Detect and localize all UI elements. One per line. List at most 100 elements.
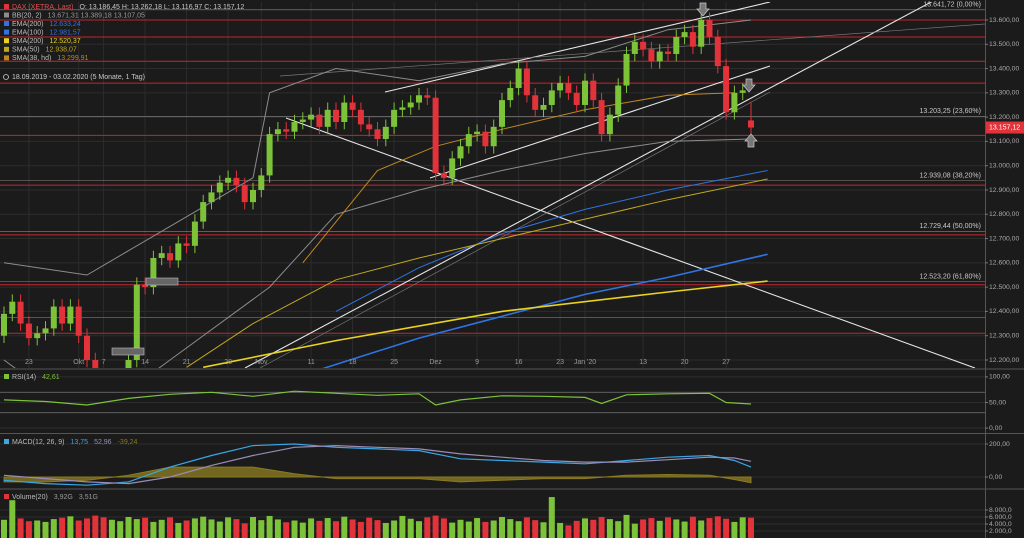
volume-bar [665, 517, 671, 538]
legend-text: 12.633,24 [50, 21, 81, 28]
volume-bar [67, 516, 74, 538]
candle-body [324, 109, 331, 127]
candle-body [250, 189, 256, 203]
y-tick-label: 13.500,00 [989, 41, 1019, 48]
y-tick-label: 8.000,0 [989, 507, 1012, 514]
legend-text: BB(20, 2) [12, 12, 42, 19]
y-tick-label: 13.000,00 [989, 162, 1019, 169]
candle-body [150, 257, 157, 288]
candle-body [291, 121, 298, 132]
x-tick-label: 16 [515, 359, 523, 366]
x-tick-label: 21 [183, 359, 191, 366]
volume-bar [341, 516, 348, 538]
candle-body [225, 177, 232, 183]
candle-body [731, 92, 738, 113]
volume-bar [250, 516, 256, 538]
volume-bar [424, 517, 431, 538]
candle-body [241, 185, 248, 203]
legend-swatch [4, 38, 9, 44]
y-tick-label: 12.600,00 [989, 260, 1019, 267]
x-tick-label: 18 [349, 359, 357, 366]
volume-bar [748, 517, 754, 538]
legend-text: EMA(100) [12, 29, 44, 36]
volume-bar [673, 519, 680, 538]
legend-text: 3,51G [79, 494, 98, 501]
volume-bar [142, 517, 149, 538]
volume-bar [623, 514, 630, 538]
volume-bar [440, 518, 447, 538]
volume-bar [681, 521, 688, 538]
volume-bar [34, 520, 41, 538]
volume-bar [407, 518, 414, 538]
x-tick-label: 23 [25, 359, 33, 366]
legend-text: SMA(200) [12, 38, 44, 45]
volume-bar [416, 521, 422, 538]
candle-body [739, 90, 746, 93]
volume-bar [1, 519, 7, 538]
candle-body [366, 124, 373, 130]
candle-body [357, 109, 364, 125]
candle-body [1, 313, 7, 336]
volume-bar [299, 522, 306, 538]
fib-label: 12.523,20 (61,80%) [920, 273, 982, 280]
candle-body [465, 134, 472, 147]
candle-body [25, 323, 32, 339]
candle-body [582, 80, 588, 105]
rsi-line [3, 390, 752, 406]
volume-bar [108, 519, 115, 538]
series-line [3, 443, 752, 486]
candle-body [515, 68, 522, 88]
y-tick-label: 2.000,0 [989, 528, 1012, 535]
volume-bar [366, 517, 373, 538]
candle-body [714, 36, 721, 67]
volume-bar [258, 520, 265, 538]
volume-bar [117, 521, 124, 538]
volume-bar [158, 519, 165, 538]
candle-body [142, 284, 149, 288]
legend-text: 13.299,91 [57, 55, 88, 62]
volume-bar [266, 515, 273, 538]
legend-swatch [4, 55, 9, 61]
y-tick-label: 12.200,00 [989, 357, 1019, 364]
arrow-marker [742, 78, 756, 93]
y-tick-label: 0,00 [989, 474, 1002, 481]
candle-body [665, 51, 671, 54]
volume-bar [432, 515, 439, 538]
x-tick-label: 23 [556, 359, 564, 366]
candle-body [158, 253, 165, 258]
y-tick-label: 13.400,00 [989, 65, 1019, 72]
candle-body [349, 102, 356, 110]
candle-body [59, 306, 66, 324]
x-tick-label: 13 [639, 359, 647, 366]
legend-text: DAX (XETRA, Last) [12, 4, 73, 11]
candle-body [341, 102, 348, 122]
volume-bar [382, 522, 389, 538]
volume-bar [208, 519, 215, 538]
volume-bar [689, 516, 696, 538]
fib-label: 12.939,08 (38,20%) [920, 172, 982, 179]
legend-swatch [4, 21, 9, 26]
volume-bar [92, 515, 99, 538]
volume-bar [233, 519, 240, 538]
candle-body [258, 175, 265, 190]
candle-body [507, 87, 514, 101]
candle-body [84, 335, 90, 360]
legend-text: Volume(20) [12, 494, 48, 501]
legend-text: 52,96 [94, 439, 112, 446]
legend-text: RSI(14) [12, 374, 36, 381]
volume-bar [100, 517, 107, 538]
date-range: 18.09.2019 - 03.02.2020 (5 Monate, 1 Tag… [12, 74, 145, 81]
volume-bar [291, 520, 298, 538]
candle-body [399, 107, 406, 110]
volume-bar [714, 516, 721, 538]
volume-bar [175, 522, 182, 538]
candle-body [416, 95, 422, 103]
volume-bar [507, 519, 514, 538]
volume-bar [50, 519, 57, 538]
legend-text: 42,61 [42, 374, 60, 381]
plot-area [0, 443, 985, 486]
volume-bar [482, 521, 489, 538]
candle-body [374, 129, 381, 139]
candle-body [67, 306, 74, 324]
